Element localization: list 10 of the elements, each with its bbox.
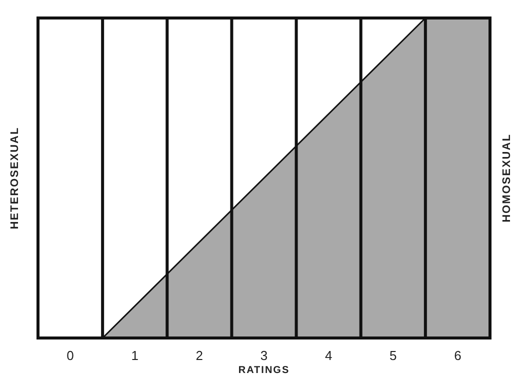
y-axis-title: HETEROSEXUAL (9, 126, 21, 230)
x-tick-label: 6 (454, 348, 462, 363)
x-tick-label: 0 (66, 348, 74, 363)
x-tick-label: 1 (131, 348, 138, 363)
x-axis-title: RATINGS (238, 365, 290, 376)
x-tick-label: 5 (390, 348, 397, 363)
y2-axis-title: HOMOSEXUAL (501, 134, 513, 222)
x-tick-label: 2 (196, 348, 204, 363)
x-tick-label: 3 (260, 348, 268, 363)
x-tick-label: 4 (324, 348, 332, 363)
